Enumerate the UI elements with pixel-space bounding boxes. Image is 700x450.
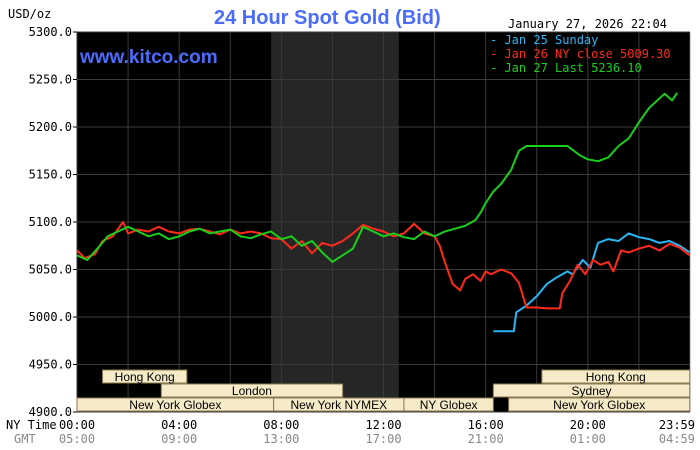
source-watermark: www.kitco.com bbox=[79, 47, 218, 68]
y-axis-ticks: 5300.0 5250.0 5200.0 5150.0 5100.0 5050.0 5000… bbox=[29, 25, 77, 419]
x-tick-label: 08:00 bbox=[263, 418, 299, 432]
session-label: Hong Kong bbox=[586, 370, 646, 384]
y-axis-unit: USD/oz bbox=[8, 7, 51, 21]
session-label: NY Globex bbox=[420, 398, 478, 412]
session-box bbox=[492, 383, 691, 398]
x-tick-label: 00:00 bbox=[59, 418, 95, 432]
session-box bbox=[541, 369, 691, 384]
x-tick-label: 23:59 bbox=[659, 418, 695, 432]
x-tick-label: 12:00 bbox=[365, 418, 401, 432]
y-tick-label: 5300.0 bbox=[29, 25, 72, 39]
session-label: Hong Kong bbox=[115, 370, 175, 384]
y-tick-label: 4900.0 bbox=[29, 405, 72, 419]
gmt-tick-label: 13:00 bbox=[263, 432, 299, 446]
y-tick-label: 5100.0 bbox=[29, 215, 72, 229]
session-label: New York Globex bbox=[553, 398, 645, 412]
y-tick-label: 5150.0 bbox=[29, 168, 72, 182]
timestamp: January 27, 2026 22:04 bbox=[508, 17, 667, 31]
session-box bbox=[160, 383, 344, 398]
x-tick-label: 04:00 bbox=[161, 418, 197, 432]
gmt-tick-label: 17:00 bbox=[365, 432, 401, 446]
series-line bbox=[76, 92, 679, 263]
session-box bbox=[102, 369, 188, 384]
y-tick-label: 5250.0 bbox=[29, 73, 72, 87]
series-line bbox=[76, 221, 691, 310]
y-tick-label: 5050.0 bbox=[29, 263, 72, 277]
gmt-row-label: GMT bbox=[14, 432, 36, 446]
x-tick-label: 16:00 bbox=[468, 418, 504, 432]
y-tick-label: 5000.0 bbox=[29, 310, 72, 324]
session-box bbox=[403, 397, 494, 412]
y-tick-label: 4950.0 bbox=[29, 358, 72, 372]
gmt-tick-label: 04:59 bbox=[659, 432, 695, 446]
session-label: London bbox=[232, 384, 272, 398]
gmt-tick-label: 01:00 bbox=[570, 432, 606, 446]
gmt-tick-label: 21:00 bbox=[468, 432, 504, 446]
gridlines bbox=[76, 31, 691, 413]
session-label: New York NYMEX bbox=[290, 398, 387, 412]
gmt-tick-label: 05:00 bbox=[59, 432, 95, 446]
legend-entry: - Jan 26 NY close 5009.30 bbox=[490, 47, 671, 61]
gmt-tick-label: 09:00 bbox=[161, 432, 197, 446]
series-line bbox=[493, 232, 691, 333]
x-tick-label: 20:00 bbox=[570, 418, 606, 432]
session-box bbox=[508, 397, 691, 412]
legend-entry: - Jan 25 Sunday bbox=[490, 33, 598, 47]
session-label: New York Globex bbox=[129, 398, 221, 412]
chart-title: 24 Hour Spot Gold (Bid) bbox=[214, 7, 441, 29]
price-lines bbox=[76, 92, 691, 333]
legend: - Jan 25 Sunday- Jan 26 NY close 5009.30… bbox=[490, 33, 671, 75]
session-label: Sydney bbox=[572, 384, 612, 398]
x-row-label: NY Time bbox=[6, 418, 57, 432]
legend-entry: - Jan 27 Last 5236.10 bbox=[490, 61, 642, 75]
y-tick-label: 5200.0 bbox=[29, 120, 72, 134]
